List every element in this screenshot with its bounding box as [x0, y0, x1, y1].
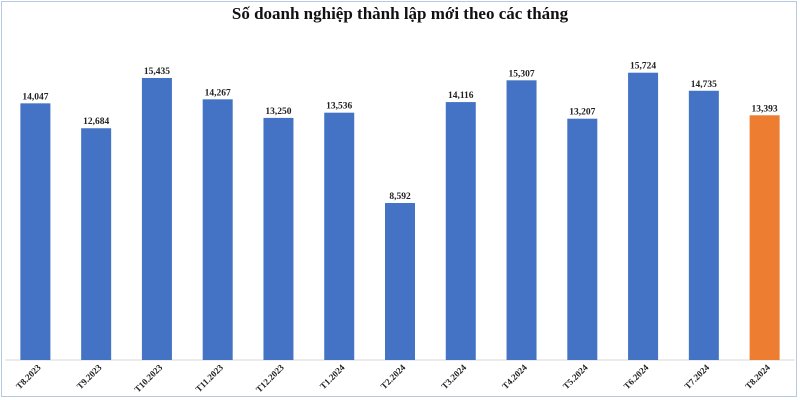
bar-T2.2024 — [385, 203, 415, 360]
value-label-T5.2024: 13,207 — [569, 108, 595, 118]
value-label-T12.2023: 13,250 — [265, 107, 291, 117]
x-tick-label-T1.2024: T1.2024 — [318, 362, 347, 391]
value-label-T2.2024: 8,592 — [389, 192, 411, 202]
value-label-T6.2024: 15,724 — [630, 62, 656, 72]
x-tick-label-T9.2023: T9.2023 — [75, 362, 104, 391]
bar-T9.2023 — [81, 128, 112, 360]
bar-T5.2024 — [567, 118, 598, 360]
bar-T7.2024 — [688, 90, 719, 360]
x-tick-label-T2.2024: T2.2024 — [379, 362, 408, 391]
x-tick-label-T6.2024: T6.2024 — [622, 362, 651, 391]
x-tick-label-T11.2023: T11.2023 — [193, 362, 225, 394]
value-label-T10.2023: 15,435 — [144, 67, 170, 77]
x-tick-label-T7.2024: T7.2024 — [682, 362, 711, 391]
x-tick-label-T10.2023: T10.2023 — [132, 362, 164, 394]
value-label-T1.2024: 13,536 — [326, 102, 352, 112]
x-tick-label-T8.2024: T8.2024 — [743, 362, 772, 391]
value-label-T11.2023: 14,267 — [205, 88, 231, 98]
x-tick-label-T5.2024: T5.2024 — [561, 362, 590, 391]
bar-T3.2024 — [445, 102, 476, 361]
bar-T8.2024 — [749, 115, 780, 360]
bar-T11.2023 — [202, 99, 233, 361]
bar-T12.2023 — [263, 117, 294, 360]
value-label-T4.2024: 15,307 — [508, 69, 534, 79]
value-label-T8.2023: 14,047 — [22, 92, 48, 102]
bar-T6.2024 — [628, 72, 659, 360]
value-label-T3.2024: 14,116 — [448, 91, 474, 101]
x-tick-label-T12.2023: T12.2023 — [254, 362, 286, 394]
chart-title: Số doanh nghiệp thành lập mới theo các t… — [231, 4, 569, 23]
value-label-T9.2023: 12,684 — [83, 117, 109, 127]
x-tick-label-T4.2024: T4.2024 — [500, 362, 529, 391]
value-label-T8.2024: 13,393 — [752, 104, 778, 114]
x-tick-label-T8.2023: T8.2023 — [14, 362, 43, 391]
value-label-T7.2024: 14,735 — [691, 80, 717, 90]
bar-T8.2023 — [20, 103, 51, 361]
bar-T1.2024 — [324, 112, 355, 361]
bar-T4.2024 — [506, 80, 537, 361]
x-tick-label-T3.2024: T3.2024 — [439, 362, 468, 391]
bar-T10.2023 — [141, 77, 172, 361]
